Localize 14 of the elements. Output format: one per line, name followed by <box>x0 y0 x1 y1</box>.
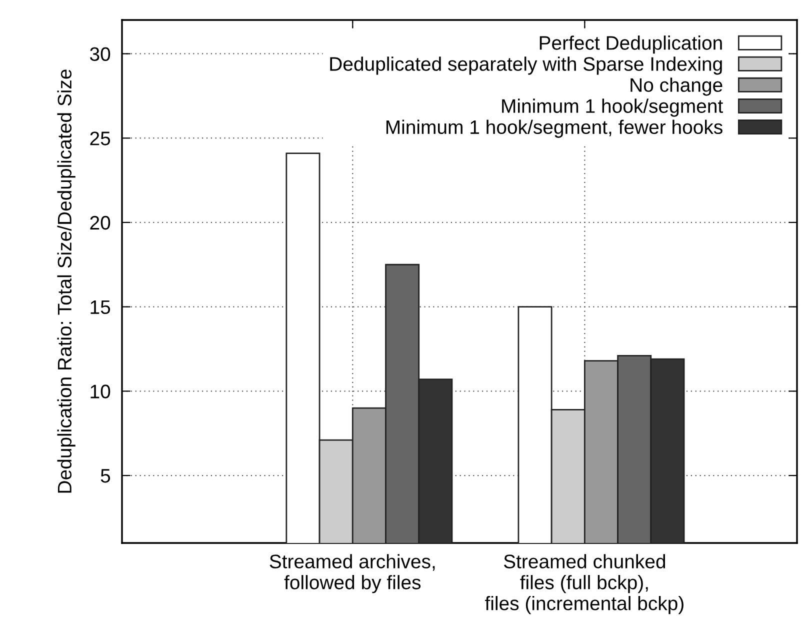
y-tick-label: 25 <box>90 132 110 146</box>
y-tick-label: 15 <box>90 300 110 314</box>
legend-label: Minimum 1 hook/segment <box>502 98 723 117</box>
y-tick-label: 30 <box>90 47 110 61</box>
y-tick-label: 10 <box>90 384 110 398</box>
x-tick-label: Streamed chunked files (full bckp), files (incremental bckp) <box>485 554 684 614</box>
legend-label: No change <box>630 78 722 96</box>
y-axis-title: Deduplication Ratio: Total Size/Deduplicated Size <box>57 70 76 493</box>
y-tick-label: 5 <box>100 469 110 483</box>
legend-label: Deduplicated separately with Sparse Indexing <box>330 56 722 75</box>
y-tick-label: 20 <box>90 216 110 230</box>
x-tick-label: Streamed archives, followed by files <box>270 554 435 594</box>
legend-label: Perfect Deduplication <box>540 36 722 54</box>
legend-label: Minimum 1 hook/segment, fewer hooks <box>386 120 722 138</box>
